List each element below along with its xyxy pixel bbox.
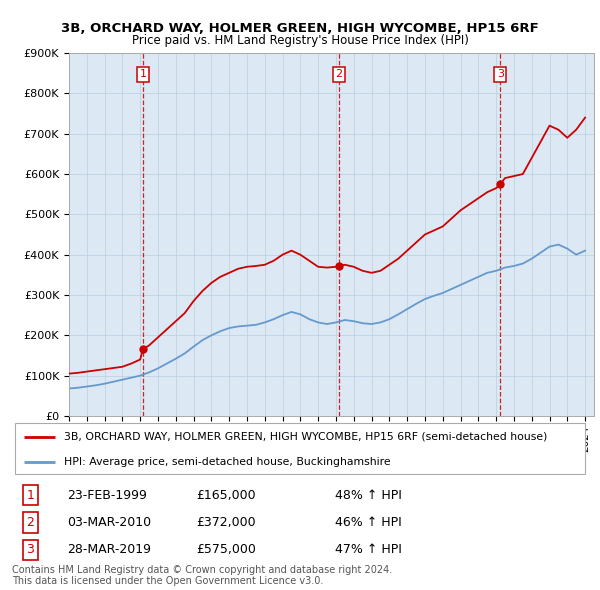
Text: 28-MAR-2019: 28-MAR-2019: [67, 543, 151, 556]
Text: 2: 2: [335, 70, 343, 80]
Text: Contains HM Land Registry data © Crown copyright and database right 2024.
This d: Contains HM Land Registry data © Crown c…: [12, 565, 392, 586]
Text: 2: 2: [26, 516, 34, 529]
Text: 48% ↑ HPI: 48% ↑ HPI: [335, 489, 401, 502]
Text: 46% ↑ HPI: 46% ↑ HPI: [335, 516, 401, 529]
Text: HPI: Average price, semi-detached house, Buckinghamshire: HPI: Average price, semi-detached house,…: [64, 457, 391, 467]
Text: 3: 3: [497, 70, 504, 80]
Text: £372,000: £372,000: [196, 516, 256, 529]
Text: 03-MAR-2010: 03-MAR-2010: [67, 516, 151, 529]
Text: 23-FEB-1999: 23-FEB-1999: [67, 489, 146, 502]
Text: £575,000: £575,000: [196, 543, 256, 556]
Text: 47% ↑ HPI: 47% ↑ HPI: [335, 543, 401, 556]
FancyBboxPatch shape: [15, 423, 585, 474]
Text: 1: 1: [139, 70, 146, 80]
Text: 1: 1: [26, 489, 34, 502]
Text: 3B, ORCHARD WAY, HOLMER GREEN, HIGH WYCOMBE, HP15 6RF (semi-detached house): 3B, ORCHARD WAY, HOLMER GREEN, HIGH WYCO…: [64, 432, 547, 442]
Text: 3: 3: [26, 543, 34, 556]
Text: £165,000: £165,000: [196, 489, 256, 502]
Text: Price paid vs. HM Land Registry's House Price Index (HPI): Price paid vs. HM Land Registry's House …: [131, 34, 469, 47]
Text: 3B, ORCHARD WAY, HOLMER GREEN, HIGH WYCOMBE, HP15 6RF: 3B, ORCHARD WAY, HOLMER GREEN, HIGH WYCO…: [61, 22, 539, 35]
